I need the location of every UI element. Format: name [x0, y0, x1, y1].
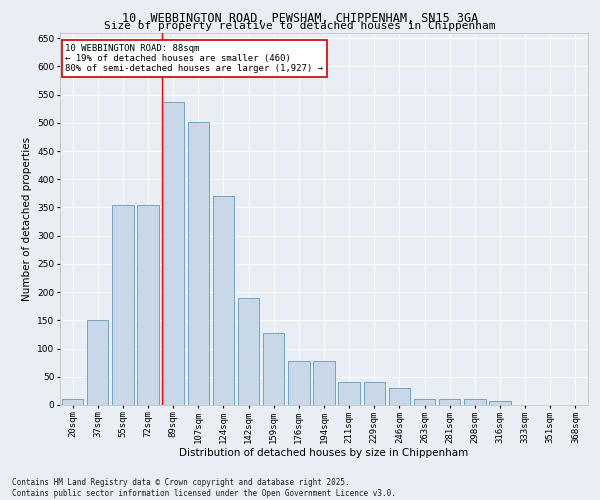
Bar [188, 122, 209, 405]
Bar [112, 204, 134, 405]
Bar [389, 388, 410, 405]
Text: 10 WEBBINGTON ROAD: 88sqm
← 19% of detached houses are smaller (460)
80% of semi: 10 WEBBINGTON ROAD: 88sqm ← 19% of detac… [65, 44, 323, 74]
Bar [338, 382, 360, 405]
Bar [87, 320, 109, 405]
Bar [62, 400, 83, 405]
Bar [288, 361, 310, 405]
Bar [213, 196, 234, 405]
Text: 10, WEBBINGTON ROAD, PEWSHAM, CHIPPENHAM, SN15 3GA: 10, WEBBINGTON ROAD, PEWSHAM, CHIPPENHAM… [122, 12, 478, 24]
Bar [490, 401, 511, 405]
Bar [414, 400, 435, 405]
Bar [313, 361, 335, 405]
Bar [137, 204, 158, 405]
Text: Size of property relative to detached houses in Chippenham: Size of property relative to detached ho… [104, 21, 496, 31]
Bar [464, 400, 485, 405]
Text: Contains HM Land Registry data © Crown copyright and database right 2025.
Contai: Contains HM Land Registry data © Crown c… [12, 478, 396, 498]
X-axis label: Distribution of detached houses by size in Chippenham: Distribution of detached houses by size … [179, 448, 469, 458]
Y-axis label: Number of detached properties: Number of detached properties [22, 136, 32, 301]
Bar [439, 400, 460, 405]
Bar [163, 102, 184, 405]
Bar [364, 382, 385, 405]
Bar [238, 298, 259, 405]
Bar [263, 333, 284, 405]
